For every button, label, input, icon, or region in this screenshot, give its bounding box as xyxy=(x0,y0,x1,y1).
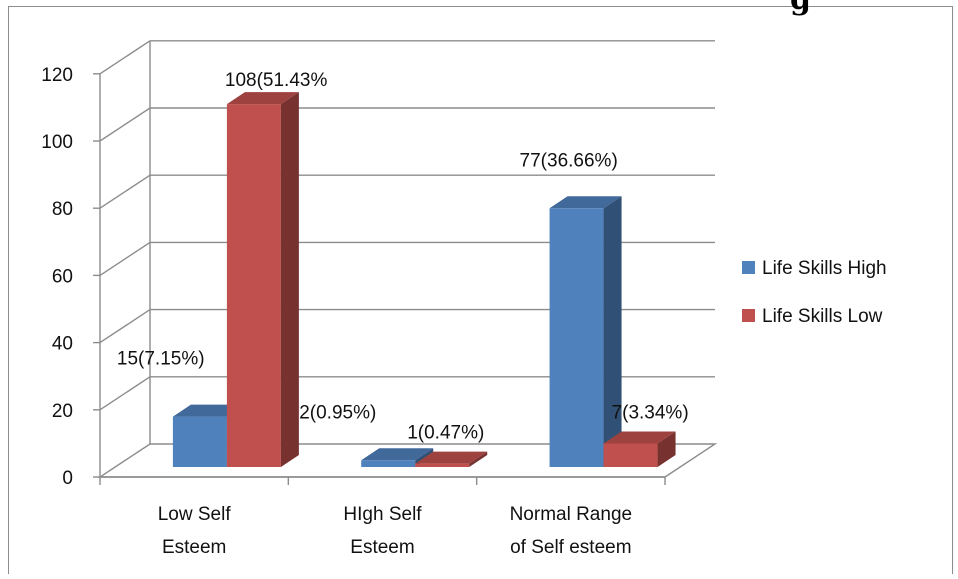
bar-front xyxy=(549,208,604,467)
bar-side xyxy=(469,451,488,467)
gridline-diag xyxy=(99,376,151,411)
bar-top xyxy=(415,451,488,464)
bar-front xyxy=(415,463,470,467)
bar-top xyxy=(361,448,434,461)
y-tick-label: 40 xyxy=(52,334,73,355)
gridline-diag xyxy=(99,107,151,142)
bar-side xyxy=(280,92,299,468)
y-tick-label: 20 xyxy=(52,401,73,422)
bar-front xyxy=(361,460,416,467)
data-label: 7(3.34%) xyxy=(612,402,689,423)
category-label: Esteem xyxy=(350,537,414,558)
category-label: HIgh Self xyxy=(343,504,422,525)
data-label: 108(51.43% xyxy=(225,70,328,91)
bar-top xyxy=(549,196,622,209)
data-label: 77(36.66%) xyxy=(520,150,618,171)
legend-swatch xyxy=(742,261,755,274)
chart-frame xyxy=(8,6,953,574)
bar-front xyxy=(603,443,658,467)
y-tick-label: 100 xyxy=(41,132,73,153)
y-tick-label: 0 xyxy=(62,468,73,489)
bar-top xyxy=(603,431,676,444)
data-label: 1(0.47%) xyxy=(407,423,484,444)
legend-swatch xyxy=(742,309,755,322)
category-label: Esteem xyxy=(162,537,226,558)
gridline-diag xyxy=(99,40,151,75)
data-label: 15(7.15%) xyxy=(117,349,205,370)
gridline-diag xyxy=(99,174,151,209)
bar-side xyxy=(603,196,622,467)
legend-label: Life Skills Low xyxy=(762,306,883,327)
legend-label: Life Skills High xyxy=(762,258,887,279)
bar-front xyxy=(172,416,227,467)
bar-top xyxy=(226,92,299,105)
gridline-diag xyxy=(99,241,151,276)
y-tick-label: 120 xyxy=(41,65,73,86)
data-label: 2(0.95%) xyxy=(299,402,376,423)
y-tick-label: 80 xyxy=(52,199,73,220)
gridline-diag xyxy=(99,309,151,344)
category-label: Low Self xyxy=(158,504,232,525)
category-label: Normal Range xyxy=(510,504,633,525)
category-label: of Self esteem xyxy=(510,537,631,558)
y-tick-label: 60 xyxy=(52,266,73,287)
bar-side xyxy=(657,431,676,467)
bar-front xyxy=(226,104,281,468)
title-fragment: g xyxy=(790,0,811,17)
